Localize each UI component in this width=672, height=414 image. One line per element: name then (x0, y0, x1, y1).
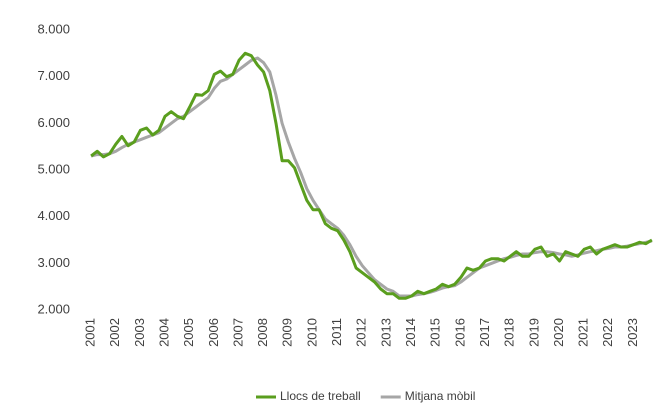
x-tick-label: 2014 (403, 318, 418, 347)
series-line (90, 51, 653, 300)
y-tick-label: 2.000 (37, 301, 70, 316)
x-tick-label: 2002 (107, 318, 122, 347)
x-tick-label: 2010 (304, 318, 319, 347)
y-tick-label: 3.000 (37, 255, 70, 270)
series-line (90, 56, 653, 298)
legend-label: Llocs de treball (280, 389, 361, 403)
x-tick-label: 2017 (477, 318, 492, 347)
x-tick-label: 2005 (181, 318, 196, 347)
x-tick-label: 2022 (600, 318, 615, 347)
y-tick-label: 5.000 (37, 161, 70, 176)
x-tick-label: 2011 (329, 318, 344, 346)
x-tick-label: 2006 (206, 318, 221, 347)
x-tick-label: 2007 (230, 318, 245, 347)
y-tick-label: 8.000 (37, 21, 70, 36)
y-tick-label: 4.000 (37, 208, 70, 223)
y-tick-label: 6.000 (37, 115, 70, 130)
x-tick-label: 2012 (354, 318, 369, 347)
x-tick-label: 2003 (132, 318, 147, 347)
y-tick-label: 7.000 (37, 68, 70, 83)
x-tick-label: 2021 (576, 318, 591, 347)
x-tick-label: 2004 (156, 318, 171, 347)
x-tick-label: 2009 (280, 318, 295, 347)
x-tick-label: 2023 (625, 318, 640, 347)
x-tick-label: 2001 (83, 318, 98, 347)
x-tick-label: 2018 (502, 318, 517, 347)
x-tick-label: 2015 (428, 318, 443, 347)
x-tick-label: 2016 (452, 318, 467, 347)
x-tick-label: 2008 (255, 318, 270, 347)
x-tick-label: 2019 (526, 318, 541, 347)
legend-label: Mitjana mòbil (405, 389, 476, 403)
x-tick-label: 2020 (551, 318, 566, 347)
x-tick-label: 2013 (378, 318, 393, 347)
